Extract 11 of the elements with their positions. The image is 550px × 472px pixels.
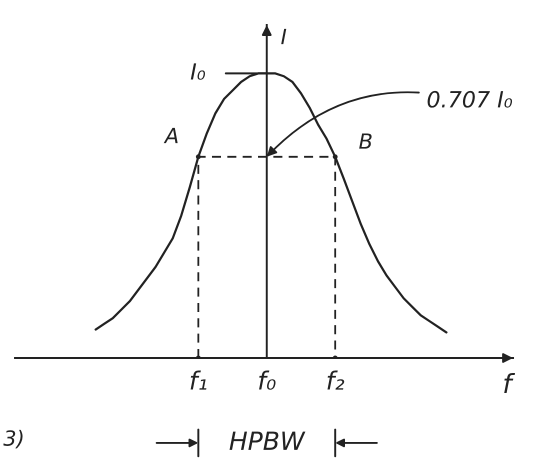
x-tick-label: f₂ <box>327 370 344 390</box>
annotation: A <box>164 128 178 144</box>
text: HPBW <box>230 432 306 450</box>
annotation: 0.707 I₀ <box>428 90 512 108</box>
text: 3) <box>3 430 23 448</box>
y-axis-title: I <box>281 28 286 44</box>
x-tick-label: f₁ <box>190 370 206 390</box>
x-tick-label: f₀ <box>259 370 276 390</box>
annotation: I₀ <box>190 63 206 80</box>
annotation: B <box>359 133 372 149</box>
x-axis-title: f <box>504 372 516 394</box>
